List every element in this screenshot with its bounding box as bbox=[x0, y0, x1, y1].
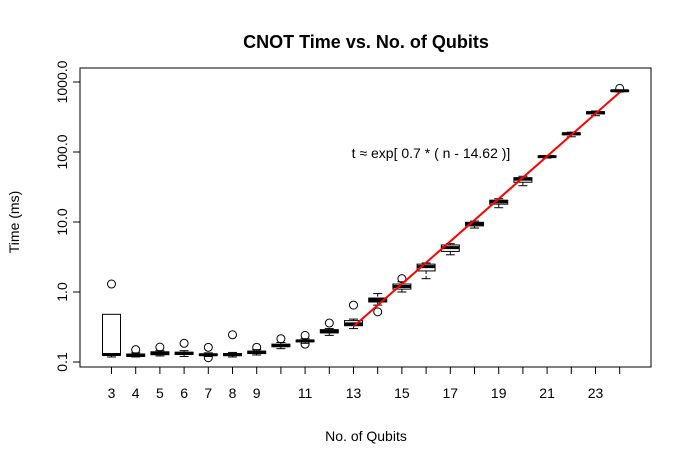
box-n20 bbox=[513, 175, 533, 187]
fit-layer bbox=[352, 91, 621, 328]
plot-frame bbox=[79, 67, 652, 368]
box-n8 bbox=[223, 330, 242, 358]
x-tick-label: 7 bbox=[204, 385, 212, 401]
y-tick-label: 1.0 bbox=[54, 282, 70, 302]
y-tick-label: 100.0 bbox=[54, 134, 70, 169]
box-n5 bbox=[150, 342, 170, 357]
x-tick-label: 17 bbox=[443, 385, 459, 401]
outlier-point bbox=[373, 307, 383, 317]
box-n18 bbox=[465, 220, 484, 229]
outlier-point bbox=[179, 338, 189, 348]
y-tick-label: 0.1 bbox=[54, 352, 70, 372]
x-tick-label: 15 bbox=[394, 385, 410, 401]
x-tick-label: 23 bbox=[588, 385, 604, 401]
box-n6 bbox=[174, 338, 194, 357]
x-tick-label: 3 bbox=[108, 385, 116, 401]
x-tick-label: 13 bbox=[346, 385, 362, 401]
outlier-point bbox=[276, 334, 286, 344]
box-n24 bbox=[610, 83, 630, 93]
box-n12 bbox=[319, 318, 339, 336]
outlier-point bbox=[300, 339, 310, 349]
outlier-point bbox=[349, 300, 358, 310]
box-n9 bbox=[247, 342, 267, 356]
boxes-layer bbox=[102, 83, 630, 363]
x-tick-label: 21 bbox=[539, 385, 555, 401]
y-tick-label: 10.0 bbox=[54, 208, 70, 235]
x-axis: 3 4 5 6 7 8 9 11 13 15 17 19 21 23 bbox=[108, 366, 621, 401]
x-tick-label: 4 bbox=[132, 385, 140, 401]
box-n4 bbox=[126, 345, 146, 358]
box-n10 bbox=[271, 334, 291, 350]
x-tick-label: 5 bbox=[156, 385, 164, 401]
x-tick-label: 11 bbox=[298, 385, 313, 401]
box-n11 bbox=[295, 330, 315, 349]
outlier-point bbox=[228, 330, 237, 340]
outlier-point bbox=[252, 342, 262, 352]
x-tick-label: 9 bbox=[253, 385, 261, 401]
y-tick-label: 1000.0 bbox=[54, 60, 70, 103]
x-tick-label: 8 bbox=[229, 385, 237, 401]
box-n17 bbox=[440, 243, 460, 256]
box-body bbox=[102, 313, 121, 356]
outlier-point bbox=[155, 342, 165, 352]
outlier-point bbox=[107, 279, 116, 289]
outlier-point bbox=[300, 330, 310, 340]
x-axis-label: No. of Qubits bbox=[325, 428, 407, 444]
x-tick-label: 19 bbox=[491, 385, 507, 401]
outlier-point bbox=[203, 342, 213, 352]
outlier-point bbox=[203, 353, 213, 363]
outlier-point bbox=[131, 345, 141, 355]
x-tick-label: 6 bbox=[180, 385, 188, 401]
box-n13 bbox=[344, 300, 363, 330]
fit-line bbox=[352, 91, 621, 328]
box-n16 bbox=[416, 262, 436, 280]
box-n3 bbox=[102, 279, 121, 358]
fit-annotation: t ≈ exp[ 0.7 * ( n - 14.62 )] bbox=[352, 145, 511, 161]
chart-title: CNOT Time vs. No. of Qubits bbox=[243, 32, 489, 52]
outlier-point bbox=[324, 318, 334, 328]
box-n7 bbox=[198, 342, 218, 363]
y-axis-label: Time (ms) bbox=[6, 191, 22, 253]
y-axis: 0.1 1.0 10.0 100.0 1000.0 bbox=[54, 60, 81, 372]
